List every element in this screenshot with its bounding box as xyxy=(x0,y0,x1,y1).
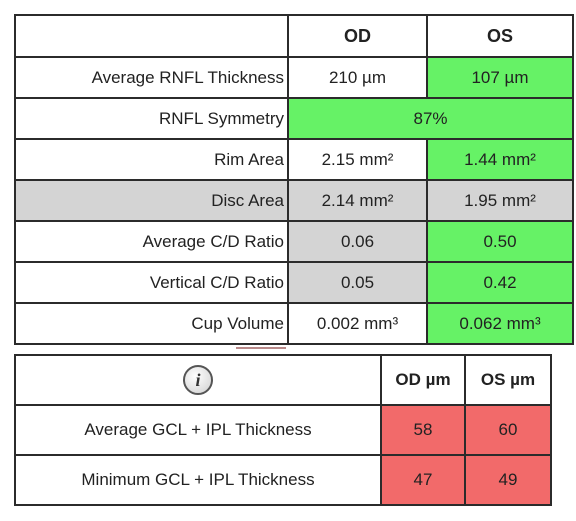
vert-cd-od: 0.05 xyxy=(287,261,428,304)
disc-area-od: 2.14 mm² xyxy=(287,179,428,222)
avg-cd-label: Average C/D Ratio xyxy=(14,220,289,263)
avg-cd-od: 0.06 xyxy=(287,220,428,263)
gcl-min-label: Minimum GCL + IPL Thickness xyxy=(14,454,382,506)
rim-area-od: 2.15 mm² xyxy=(287,138,428,181)
cup-volume-od: 0.002 mm³ xyxy=(287,302,428,345)
gcl-min-od: 47 xyxy=(380,454,466,506)
cup-volume-label: Cup Volume xyxy=(14,302,289,345)
rnfl-table: OD OS Average RNFL Thickness 210 µm 107 … xyxy=(14,14,574,345)
gcl-avg-label: Average GCL + IPL Thickness xyxy=(14,404,382,456)
avg-cd-os: 0.50 xyxy=(426,220,574,263)
gcl-header-row: i OD µm OS µm xyxy=(14,354,552,406)
row-gcl-avg: Average GCL + IPL Thickness 58 60 xyxy=(14,404,552,456)
row-symmetry: RNFL Symmetry 87% xyxy=(14,97,574,140)
rim-area-os: 1.44 mm² xyxy=(426,138,574,181)
vert-cd-label: Vertical C/D Ratio xyxy=(14,261,289,304)
info-cell: i xyxy=(14,354,382,406)
symmetry-value: 87% xyxy=(287,97,574,140)
rnfl-header-row: OD OS xyxy=(14,14,574,58)
row-cup-volume: Cup Volume 0.002 mm³ 0.062 mm³ xyxy=(14,302,574,345)
gcl-table: i OD µm OS µm Average GCL + IPL Thicknes… xyxy=(14,354,552,506)
info-icon: i xyxy=(183,365,213,395)
symmetry-label: RNFL Symmetry xyxy=(14,97,289,140)
row-vert-cd: Vertical C/D Ratio 0.05 0.42 xyxy=(14,261,574,304)
row-avg-rnfl: Average RNFL Thickness 210 µm 107 µm xyxy=(14,56,574,99)
separator-line xyxy=(236,347,286,349)
cup-volume-os: 0.062 mm³ xyxy=(426,302,574,345)
vert-cd-os: 0.42 xyxy=(426,261,574,304)
gcl-header-od: OD µm xyxy=(380,354,466,406)
gcl-avg-os: 60 xyxy=(464,404,552,456)
disc-area-os: 1.95 mm² xyxy=(426,179,574,222)
rim-area-label: Rim Area xyxy=(14,138,289,181)
gcl-header-os: OS µm xyxy=(464,354,552,406)
avg-rnfl-os: 107 µm xyxy=(426,56,574,99)
disc-area-label: Disc Area xyxy=(14,179,289,222)
header-blank-cell xyxy=(14,14,289,58)
row-avg-cd: Average C/D Ratio 0.06 0.50 xyxy=(14,220,574,263)
header-od: OD xyxy=(287,14,428,58)
gcl-min-os: 49 xyxy=(464,454,552,506)
gcl-avg-od: 58 xyxy=(380,404,466,456)
avg-rnfl-label: Average RNFL Thickness xyxy=(14,56,289,99)
row-rim-area: Rim Area 2.15 mm² 1.44 mm² xyxy=(14,138,574,181)
row-gcl-min: Minimum GCL + IPL Thickness 47 49 xyxy=(14,454,552,506)
row-disc-area: Disc Area 2.14 mm² 1.95 mm² xyxy=(14,179,574,222)
avg-rnfl-od: 210 µm xyxy=(287,56,428,99)
header-os: OS xyxy=(426,14,574,58)
